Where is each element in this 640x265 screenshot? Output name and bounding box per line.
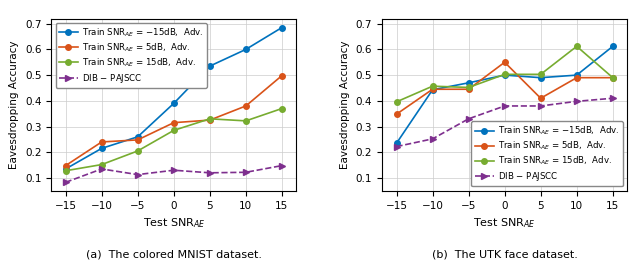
Train SNR$_{AE}$ = 15dB,  Adv. [609,76,616,79]
Train SNR$_{AE}$ = 5dB,  Adv. [537,97,545,100]
Train SNR$_{AE}$ = $-$15dB,  Adv. [278,26,285,29]
Train SNR$_{AE}$ = 15dB,  Adv. [206,117,214,120]
Y-axis label: Eavesdropping Accuracy: Eavesdropping Accuracy [340,41,350,169]
Train SNR$_{AE}$ = 5dB,  Adv. [98,140,106,144]
Train SNR$_{AE}$ = 5dB,  Adv. [62,164,70,167]
Train SNR$_{AE}$ = $-$15dB,  Adv. [501,73,509,77]
Line: Train SNR$_{AE}$ = $-$15dB,  Adv.: Train SNR$_{AE}$ = $-$15dB, Adv. [394,43,616,146]
Train SNR$_{AE}$ = $-$15dB,  Adv. [393,142,401,145]
Train SNR$_{AE}$ = 15dB,  Adv. [429,85,436,88]
Train SNR$_{AE}$ = 5dB,  Adv. [206,118,214,122]
Line: DIB $-$ PAJSCC: DIB $-$ PAJSCC [394,95,616,149]
Train SNR$_{AE}$ = $-$15dB,  Adv. [573,73,580,77]
Train SNR$_{AE}$ = 15dB,  Adv. [278,107,285,110]
Train SNR$_{AE}$ = 15dB,  Adv. [537,73,545,76]
DIB $-$ PAJSCC [98,167,106,171]
DIB $-$ PAJSCC [609,97,616,100]
DIB $-$ PAJSCC [170,169,177,172]
Train SNR$_{AE}$ = $-$15dB,  Adv. [465,81,472,85]
Line: Train SNR$_{AE}$ = $-$15dB,  Adv.: Train SNR$_{AE}$ = $-$15dB, Adv. [63,25,285,172]
Train SNR$_{AE}$ = 15dB,  Adv. [242,119,250,122]
Train SNR$_{AE}$ = $-$15dB,  Adv. [206,64,214,68]
DIB $-$ PAJSCC [62,181,70,184]
Train SNR$_{AE}$ = 5dB,  Adv. [134,138,141,142]
Train SNR$_{AE}$ = $-$15dB,  Adv. [170,102,177,105]
Train SNR$_{AE}$ = $-$15dB,  Adv. [98,147,106,150]
Y-axis label: Eavesdropping Accuracy: Eavesdropping Accuracy [10,41,19,169]
Train SNR$_{AE}$ = $-$15dB,  Adv. [537,76,545,79]
DIB $-$ PAJSCC [573,100,580,103]
Train SNR$_{AE}$ = 5dB,  Adv. [465,88,472,91]
Train SNR$_{AE}$ = 5dB,  Adv. [242,104,250,108]
DIB $-$ PAJSCC [393,145,401,148]
Train SNR$_{AE}$ = 15dB,  Adv. [98,163,106,166]
X-axis label: Test SNR$_{AE}$: Test SNR$_{AE}$ [143,216,205,230]
Line: Train SNR$_{AE}$ = 15dB,  Adv.: Train SNR$_{AE}$ = 15dB, Adv. [394,43,616,105]
Train SNR$_{AE}$ = 15dB,  Adv. [62,169,70,172]
DIB $-$ PAJSCC [537,104,545,108]
Train SNR$_{AE}$ = 5dB,  Adv. [393,113,401,116]
Line: Train SNR$_{AE}$ = 5dB,  Adv.: Train SNR$_{AE}$ = 5dB, Adv. [394,59,616,117]
Text: (a)  The colored MNIST dataset.: (a) The colored MNIST dataset. [86,250,262,260]
Train SNR$_{AE}$ = $-$15dB,  Adv. [429,88,436,91]
Train SNR$_{AE}$ = $-$15dB,  Adv. [134,135,141,138]
Train SNR$_{AE}$ = 15dB,  Adv. [465,86,472,89]
Train SNR$_{AE}$ = 5dB,  Adv. [609,76,616,79]
Train SNR$_{AE}$ = 5dB,  Adv. [278,74,285,77]
DIB $-$ PAJSCC [465,117,472,120]
Train SNR$_{AE}$ = 5dB,  Adv. [573,76,580,79]
Train SNR$_{AE}$ = $-$15dB,  Adv. [242,48,250,51]
DIB $-$ PAJSCC [278,164,285,167]
Legend: Train SNR$_{AE}$ = $-$15dB,  Adv., Train SNR$_{AE}$ = 5dB,  Adv., Train SNR$_{AE: Train SNR$_{AE}$ = $-$15dB, Adv., Train … [472,121,623,187]
Text: (b)  The UTK face dataset.: (b) The UTK face dataset. [432,250,577,260]
X-axis label: Test SNR$_{AE}$: Test SNR$_{AE}$ [474,216,536,230]
Train SNR$_{AE}$ = 15dB,  Adv. [134,149,141,153]
Train SNR$_{AE}$ = 15dB,  Adv. [393,100,401,103]
DIB $-$ PAJSCC [206,171,214,174]
Train SNR$_{AE}$ = 5dB,  Adv. [170,121,177,124]
Train SNR$_{AE}$ = $-$15dB,  Adv. [62,167,70,171]
Train SNR$_{AE}$ = 5dB,  Adv. [429,88,436,91]
DIB $-$ PAJSCC [501,104,509,108]
DIB $-$ PAJSCC [242,171,250,174]
Train SNR$_{AE}$ = 5dB,  Adv. [501,61,509,64]
Legend: Train SNR$_{AE}$ = $-$15dB,  Adv., Train SNR$_{AE}$ = 5dB,  Adv., Train SNR$_{AE: Train SNR$_{AE}$ = $-$15dB, Adv., Train … [56,23,207,88]
DIB $-$ PAJSCC [429,137,436,140]
Train SNR$_{AE}$ = 15dB,  Adv. [573,45,580,48]
Train SNR$_{AE}$ = 15dB,  Adv. [170,129,177,132]
Line: DIB $-$ PAJSCC: DIB $-$ PAJSCC [63,163,285,185]
Train SNR$_{AE}$ = 15dB,  Adv. [501,73,509,76]
Line: Train SNR$_{AE}$ = 5dB,  Adv.: Train SNR$_{AE}$ = 5dB, Adv. [63,73,285,168]
Line: Train SNR$_{AE}$ = 15dB,  Adv.: Train SNR$_{AE}$ = 15dB, Adv. [63,106,285,174]
DIB $-$ PAJSCC [134,173,141,176]
Train SNR$_{AE}$ = $-$15dB,  Adv. [609,45,616,48]
